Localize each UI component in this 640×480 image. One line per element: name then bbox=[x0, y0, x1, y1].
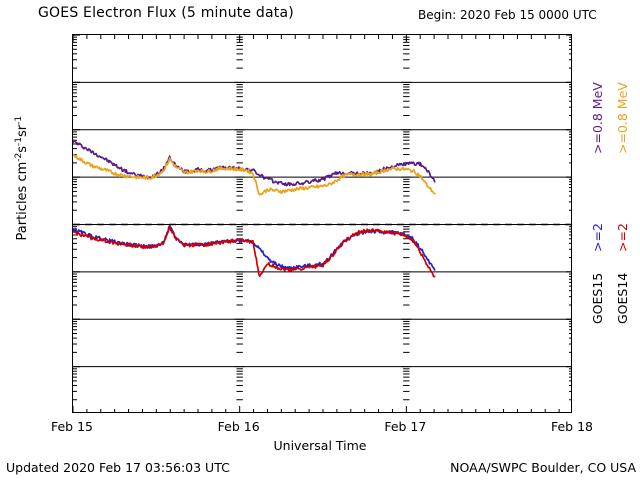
plot-area bbox=[72, 34, 572, 413]
data-series bbox=[73, 225, 436, 278]
legend-energy-08mev: >=0.8 MeV bbox=[615, 82, 630, 154]
x-axis-title: Universal Time bbox=[273, 438, 367, 453]
organization-label: NOAA/SWPC Boulder, CO USA bbox=[450, 460, 636, 475]
legend-energy-08mev: >=0.8 MeV bbox=[590, 82, 605, 154]
x-tick-label: Feb 15 bbox=[50, 419, 93, 434]
legend-energy-2mev: >=2 bbox=[615, 223, 630, 252]
updated-timestamp: Updated 2020 Feb 17 03:56:03 UTC bbox=[6, 460, 230, 475]
legend-energy-2mev: >=2 bbox=[590, 223, 605, 252]
legend-satellite: GOES14 bbox=[615, 272, 630, 324]
chart-title: GOES Electron Flux (5 minute data) bbox=[38, 5, 294, 21]
x-tick-label: Feb 18 bbox=[550, 419, 593, 434]
x-tick-label: Feb 16 bbox=[217, 419, 260, 434]
legend-satellite: GOES15 bbox=[590, 272, 605, 324]
begin-time-label: Begin: 2020 Feb 15 0000 UTC bbox=[418, 8, 597, 22]
data-series bbox=[73, 153, 436, 196]
x-tick-label: Feb 17 bbox=[384, 419, 427, 434]
y-axis-title: Particles cm-2s-1sr-1 bbox=[13, 115, 31, 241]
chart-canvas bbox=[73, 35, 571, 412]
